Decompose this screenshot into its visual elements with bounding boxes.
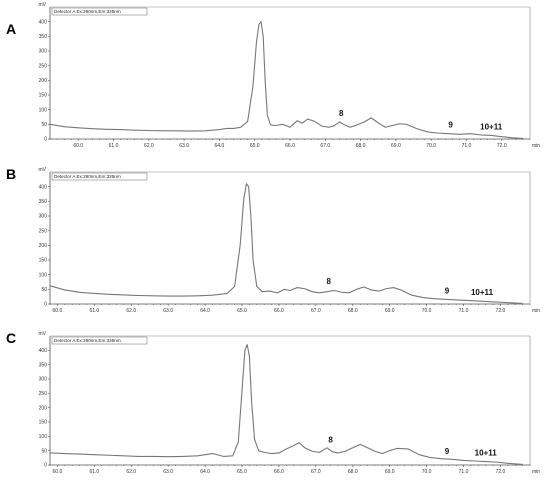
chart-0-y-tick-label: 350 <box>39 34 48 40</box>
chart-1-trace-line <box>49 183 523 304</box>
chart-2-x-tick-label: 60.0 <box>53 469 63 475</box>
chromatogram-b-svg: B 0 50 100 150 200 250 300 350 400 mV 60.0 61.0 62.0 6… <box>6 166 540 314</box>
chart-2-y-tick-label: 350 <box>39 362 48 368</box>
chart-1-x-tick-label: 60.0 <box>53 308 63 314</box>
chart-1-x-tick-label: 63.0 <box>163 308 173 314</box>
chart-1-x-tick-label: 65.0 <box>237 308 247 314</box>
chart-1-y-tick-label: 400 <box>39 184 48 190</box>
chart-0-y-tick-label: 250 <box>39 63 48 69</box>
chart-2-y-tick-label: 0 <box>44 463 47 469</box>
chart-1-peak-label: 8 <box>327 277 332 286</box>
chart-0-x-tick-label: 66.0 <box>285 143 295 149</box>
chart-0-peak-label: 9 <box>448 121 453 130</box>
chromatogram-panel-c: C 0 50 100 150 200 250 300 350 400 mV 60.0 61.0 62.0 6… <box>0 328 550 485</box>
chart-1-x-tick-label: 68.0 <box>348 308 358 314</box>
chart-1-x-tick-label: 70.0 <box>422 308 432 314</box>
chart-1-detector-box <box>51 172 148 181</box>
chart-1-x-tick-label: 62.0 <box>126 308 136 314</box>
chart-2-trace-line <box>49 344 523 465</box>
chart-1-peak-label: 10+11 <box>471 288 494 297</box>
chromatogram-panel-b: B 0 50 100 150 200 250 300 350 400 mV 60.0 61.0 62.0 6… <box>0 165 550 325</box>
chart-2-x-tick-label: 65.0 <box>237 469 247 475</box>
chart-0-y-tick-label: 300 <box>39 49 48 55</box>
chart-0-detector-label: Detector A Ex:290nm,Em:335nm <box>54 9 121 14</box>
chart-0-trace-line <box>49 21 523 139</box>
chart-2-x-tick-label: 64.0 <box>200 469 210 475</box>
chart-1-x-tick-label: 69.0 <box>385 308 395 314</box>
chart-2-y-tick-label: 300 <box>39 377 48 383</box>
chart-2-x-unit: min <box>532 469 540 475</box>
chart-1-y-tick-label: 0 <box>44 302 47 308</box>
chart-2-x-tick-label: 68.0 <box>348 469 358 475</box>
chart-1-x-tick-label: 67.0 <box>311 308 321 314</box>
chart-0-x-tick-label: 62.0 <box>144 143 154 149</box>
chart-2-x-tick-label: 70.0 <box>422 469 432 475</box>
chart-0-y-tick-label: 200 <box>39 78 48 84</box>
chart-2-x-tick-label: 72.0 <box>496 469 506 475</box>
chart-2-x-tick-label: 66.0 <box>274 469 284 475</box>
chart-0-y-unit: mV <box>39 2 47 8</box>
chart-2-x-tick-label: 63.0 <box>163 469 173 475</box>
chromatogram-panel-a: A 0 50 100 150 200 250 300 350 400 mV 60.0 61.0 62.0 6… <box>0 0 550 160</box>
chart-2-y-tick-label: 400 <box>39 348 48 354</box>
chart-1-y-tick-label: 200 <box>39 243 48 249</box>
chart-1-y-unit: mV <box>39 167 47 173</box>
chart-0-x-tick-label: 69.0 <box>391 143 401 149</box>
chart-1-x-tick-label: 64.0 <box>200 308 210 314</box>
chart-2-panel-letter: C <box>6 330 16 346</box>
chart-1-peak-label: 9 <box>445 286 450 295</box>
chart-0-y-tick-label: 150 <box>39 93 48 99</box>
chart-2-y-tick-label: 200 <box>39 405 48 411</box>
chart-0-x-unit: min <box>532 143 540 149</box>
chart-0-x-tick-label: 63.0 <box>179 143 189 149</box>
chart-2-y-tick-label: 50 <box>41 448 47 454</box>
chart-1-x-tick-label: 61.0 <box>89 308 99 314</box>
chart-1-x-tick-label: 72.0 <box>496 308 506 314</box>
chart-2-x-tick-label: 61.0 <box>89 469 99 475</box>
chart-0-y-tick-label: 400 <box>39 19 48 25</box>
chart-2-peak-label: 10+11 <box>475 449 498 458</box>
chart-0-peak-label: 8 <box>339 109 344 118</box>
chart-0-x-tick-label: 70.0 <box>426 143 436 149</box>
chart-0-panel-letter: A <box>6 21 16 37</box>
chromatogram-c-svg: C 0 50 100 150 200 250 300 350 400 mV 60.0 61.0 62.0 6… <box>6 330 540 475</box>
chart-1-y-tick-label: 50 <box>41 287 47 293</box>
chart-0-x-tick-label: 68.0 <box>356 143 366 149</box>
chart-2-y-tick-label: 250 <box>39 391 48 397</box>
chart-0-x-tick-label: 72.0 <box>497 143 507 149</box>
chart-0-x-tick-label: 71.0 <box>462 143 472 149</box>
chart-1-detector-label: Detector A Ex:290nm,Em:335nm <box>54 174 121 179</box>
chart-1-y-tick-label: 350 <box>39 199 48 205</box>
chart-0-y-tick-label: 0 <box>44 137 47 143</box>
chart-1-panel-letter: B <box>6 166 16 182</box>
chart-1-x-tick-label: 71.0 <box>459 308 469 314</box>
chart-1-x-tick-label: 66.0 <box>274 308 284 314</box>
chart-2-x-tick-label: 71.0 <box>459 469 469 475</box>
chart-0-detector-box <box>51 7 148 16</box>
chart-2-peak-label: 8 <box>328 435 333 444</box>
chart-2-x-tick-label: 69.0 <box>385 469 395 475</box>
chart-2-x-tick-label: 62.0 <box>126 469 136 475</box>
chromatogram-a-svg: A 0 50 100 150 200 250 300 350 400 mV 60.0 61.0 62.0 6… <box>6 2 540 149</box>
chart-0-x-tick-label: 60.0 <box>73 143 83 149</box>
chart-0-y-tick-label: 100 <box>39 107 48 113</box>
chart-2-peak-label: 9 <box>445 447 450 456</box>
chart-2-detector-label: Detector A Ex:290nm,Em:335nm <box>54 338 121 343</box>
chart-2-x-tick-label: 67.0 <box>311 469 321 475</box>
chart-1-y-tick-label: 100 <box>39 272 48 278</box>
chart-0-x-tick-label: 64.0 <box>215 143 225 149</box>
chart-0-peak-label: 10+11 <box>480 122 503 131</box>
chart-0-x-tick-label: 61.0 <box>109 143 119 149</box>
chart-0-x-tick-label: 65.0 <box>250 143 260 149</box>
chart-2-y-tick-label: 100 <box>39 434 48 440</box>
chart-1-y-tick-label: 150 <box>39 258 48 264</box>
chart-1-y-tick-label: 250 <box>39 228 48 234</box>
chart-1-y-tick-label: 300 <box>39 214 48 220</box>
chart-1-x-unit: min <box>532 308 540 314</box>
chart-2-y-tick-label: 150 <box>39 420 48 426</box>
chart-2-y-unit: mV <box>39 331 47 337</box>
chart-0-x-tick-label: 67.0 <box>320 143 330 149</box>
chart-2-detector-box <box>51 336 148 345</box>
chart-0-y-tick-label: 50 <box>41 122 47 128</box>
